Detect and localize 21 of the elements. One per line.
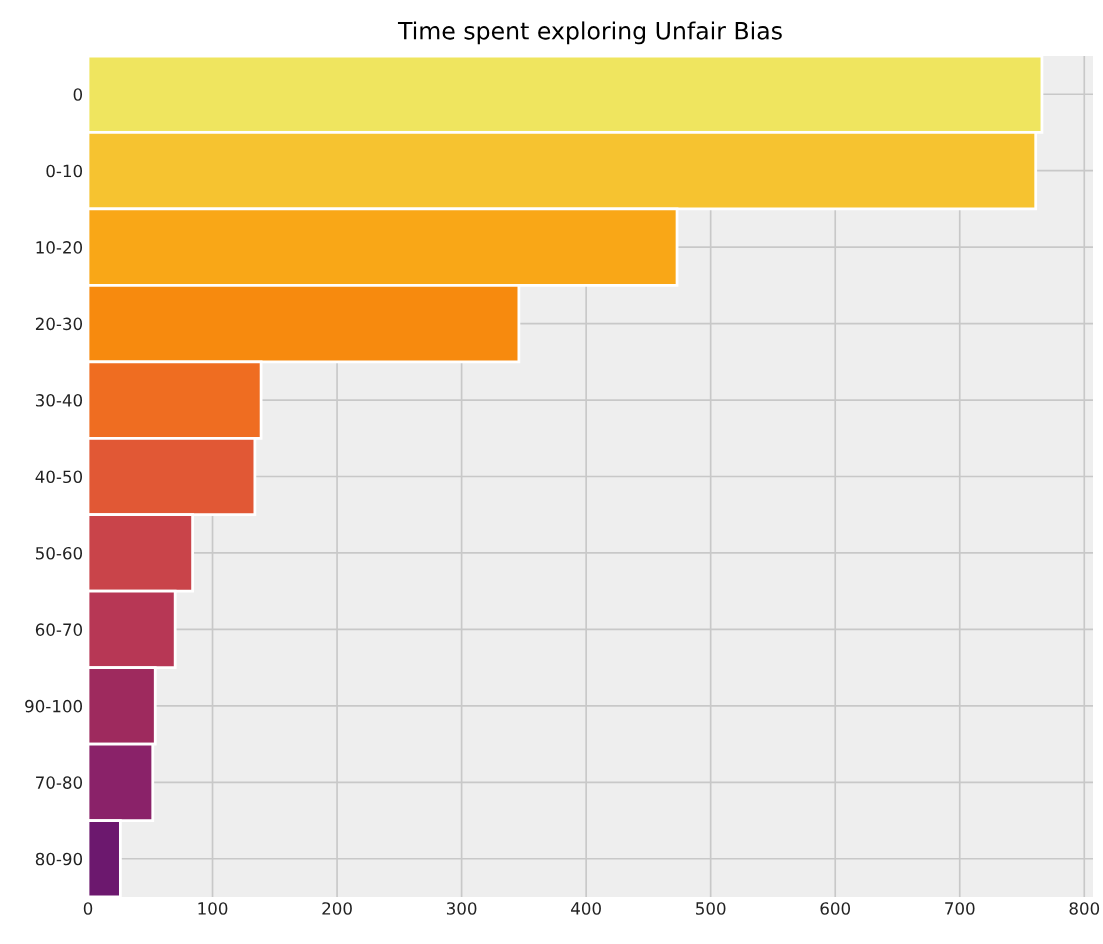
y-tick-label: 0: [73, 88, 83, 101]
x-tick-label: 700: [945, 902, 975, 915]
x-tick-label: 300: [446, 902, 477, 915]
x-tick-label: 800: [1069, 902, 1100, 915]
x-tick-label: 100: [198, 902, 228, 915]
y-tick-label: 40-50: [35, 470, 83, 484]
y-tick-label: 20-30: [35, 317, 83, 331]
y-tick-label: 10-20: [36, 241, 83, 254]
y-tick-label: 80-90: [35, 852, 83, 866]
chart-title: Time spent exploring Unfair Bias: [397, 21, 782, 45]
y-tick-label: 30-40: [35, 394, 83, 407]
y-tick-label: 70-80: [36, 776, 83, 789]
x-tick-label: 600: [820, 902, 851, 915]
y-tick-label: 90-100: [25, 699, 83, 713]
y-tick-label: 50-60: [36, 546, 83, 560]
x-tick-label: 200: [322, 902, 352, 915]
x-tick-label: 500: [696, 902, 726, 915]
y-tick-label: 60-70: [35, 623, 83, 636]
x-tick-label: 0: [83, 902, 93, 915]
y-tick-label: 0-10: [46, 164, 83, 178]
x-tick-label: 400: [571, 902, 601, 915]
